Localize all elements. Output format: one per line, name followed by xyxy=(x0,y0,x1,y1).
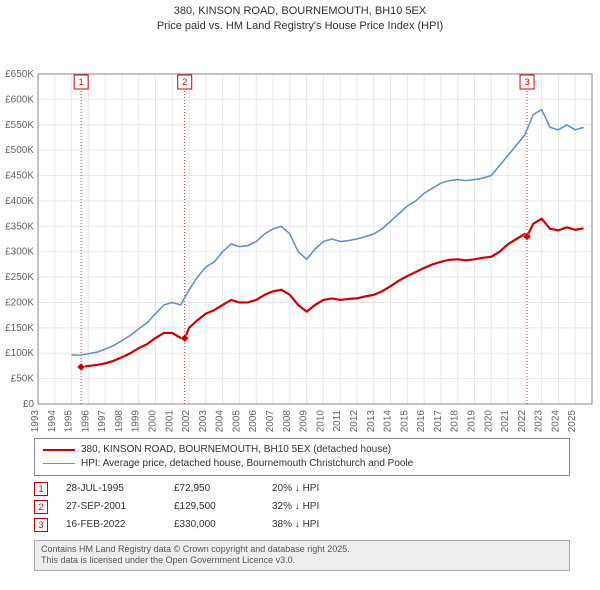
sale-date: 28-JUL-1995 xyxy=(66,483,156,494)
sale-row: 2 27-SEP-2001 £129,500 32% ↓ HPI xyxy=(34,498,570,516)
svg-text:2010: 2010 xyxy=(315,409,326,432)
legend-item: 380, KINSON ROAD, BOURNEMOUTH, BH10 5EX … xyxy=(43,443,561,457)
chart-svg: £0 £50K £100K £150K £200K £250K £300K £350K £400… xyxy=(0,34,600,434)
svg-text:2000: 2000 xyxy=(148,409,159,432)
svg-text:2020: 2020 xyxy=(483,409,494,432)
svg-text:£400K: £400K xyxy=(5,196,34,207)
svg-text:2016: 2016 xyxy=(416,409,427,432)
sale-delta: 38% ↓ HPI xyxy=(272,519,362,530)
sale-delta: 32% ↓ HPI xyxy=(272,501,362,512)
svg-text:2022: 2022 xyxy=(517,409,528,432)
svg-text:2024: 2024 xyxy=(550,409,561,432)
svg-text:2011: 2011 xyxy=(332,409,343,431)
footer-line2: This data is licensed under the Open Gov… xyxy=(41,555,563,567)
sales-table: 1 28-JUL-1995 £72,950 20% ↓ HPI 2 27-SEP-2001… xyxy=(34,480,570,534)
svg-text:£500K: £500K xyxy=(5,145,34,156)
svg-text:2017: 2017 xyxy=(433,409,444,432)
svg-text:2008: 2008 xyxy=(282,409,293,432)
title-line2: Price paid vs. HM Land Registry's House … xyxy=(0,19,600,34)
svg-text:£300K: £300K xyxy=(5,246,34,257)
svg-text:2018: 2018 xyxy=(450,409,461,432)
svg-text:1995: 1995 xyxy=(64,409,75,432)
price-chart: £0 £50K £100K £150K £200K £250K £300K £350K £400… xyxy=(0,34,600,434)
svg-text:£250K: £250K xyxy=(5,272,34,283)
svg-text:2014: 2014 xyxy=(383,409,394,432)
svg-text:£50K: £50K xyxy=(11,373,35,384)
svg-text:£600K: £600K xyxy=(5,94,34,105)
svg-text:2019: 2019 xyxy=(466,409,477,432)
svg-text:1: 1 xyxy=(79,77,84,87)
svg-text:£0: £0 xyxy=(23,399,35,410)
sale-delta: 20% ↓ HPI xyxy=(272,483,362,494)
sale-row: 1 28-JUL-1995 £72,950 20% ↓ HPI xyxy=(34,480,570,498)
svg-text:2004: 2004 xyxy=(215,409,226,432)
svg-text:2005: 2005 xyxy=(231,409,242,432)
svg-text:1996: 1996 xyxy=(80,409,91,432)
sale-date: 27-SEP-2001 xyxy=(66,501,156,512)
chart-title: 380, KINSON ROAD, BOURNEMOUTH, BH10 5EX … xyxy=(0,0,600,34)
sale-price: £330,000 xyxy=(174,519,254,530)
sale-price: £72,950 xyxy=(174,483,254,494)
svg-text:1999: 1999 xyxy=(131,409,142,432)
svg-text:2: 2 xyxy=(182,77,187,87)
sale-marker-icon: 3 xyxy=(34,518,48,532)
svg-text:3: 3 xyxy=(525,77,530,87)
svg-text:2006: 2006 xyxy=(248,409,259,432)
svg-text:2013: 2013 xyxy=(366,409,377,432)
svg-text:£650K: £650K xyxy=(5,69,34,80)
svg-text:1997: 1997 xyxy=(97,409,108,432)
footer-line1: Contains HM Land Registry data © Crown c… xyxy=(41,544,563,556)
svg-text:£100K: £100K xyxy=(5,348,34,359)
svg-text:2015: 2015 xyxy=(399,409,410,432)
svg-text:2002: 2002 xyxy=(181,409,192,432)
legend-swatch xyxy=(43,449,75,451)
sale-date: 16-FEB-2022 xyxy=(66,519,156,530)
svg-text:£450K: £450K xyxy=(5,170,34,181)
legend-item: HPI: Average price, detached house, Bour… xyxy=(43,457,561,471)
svg-text:2012: 2012 xyxy=(349,409,360,432)
svg-text:1993: 1993 xyxy=(30,409,41,432)
svg-text:2025: 2025 xyxy=(567,409,578,432)
sale-row: 3 16-FEB-2022 £330,000 38% ↓ HPI xyxy=(34,516,570,534)
legend-label: HPI: Average price, detached house, Bour… xyxy=(81,457,413,471)
svg-text:£350K: £350K xyxy=(5,221,34,232)
svg-text:1994: 1994 xyxy=(47,409,58,432)
title-line1: 380, KINSON ROAD, BOURNEMOUTH, BH10 5EX xyxy=(0,4,600,19)
svg-text:2023: 2023 xyxy=(534,409,545,432)
sale-marker-icon: 1 xyxy=(34,482,48,496)
svg-text:2009: 2009 xyxy=(299,409,310,432)
svg-text:1998: 1998 xyxy=(114,409,125,432)
sale-price: £129,500 xyxy=(174,501,254,512)
legend-label: 380, KINSON ROAD, BOURNEMOUTH, BH10 5EX … xyxy=(81,443,391,457)
legend-swatch xyxy=(43,463,75,464)
svg-text:2003: 2003 xyxy=(198,409,209,432)
legend: 380, KINSON ROAD, BOURNEMOUTH, BH10 5EX … xyxy=(34,438,570,476)
svg-text:2021: 2021 xyxy=(500,409,511,432)
attribution-footer: Contains HM Land Registry data © Crown c… xyxy=(34,540,570,571)
svg-text:£200K: £200K xyxy=(5,297,34,308)
sale-marker-icon: 2 xyxy=(34,500,48,514)
svg-text:2001: 2001 xyxy=(164,409,175,432)
svg-text:2007: 2007 xyxy=(265,409,276,432)
svg-text:£550K: £550K xyxy=(5,119,34,130)
svg-text:£150K: £150K xyxy=(5,323,34,334)
